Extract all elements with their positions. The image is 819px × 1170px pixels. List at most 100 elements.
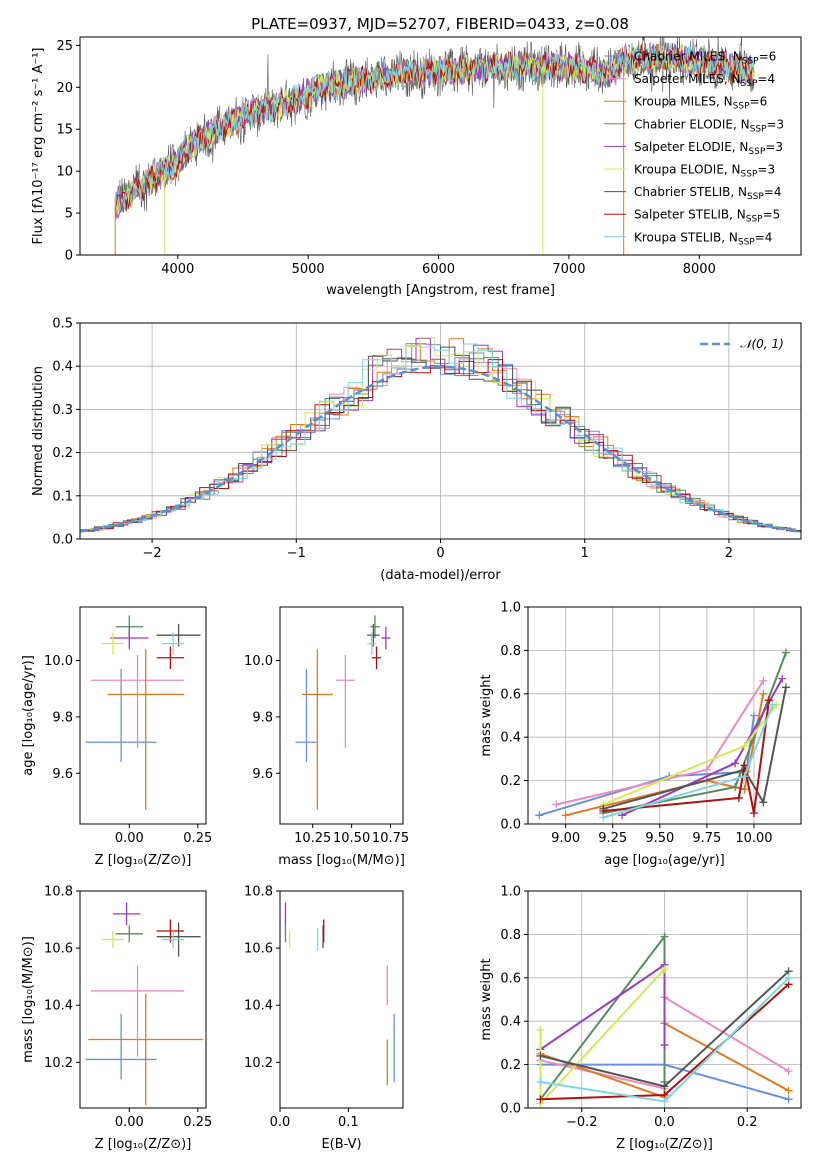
legend-sub: SSP <box>750 124 767 134</box>
x-tick-label: 7000 <box>552 262 585 277</box>
y-tick-label: 15 <box>56 123 73 138</box>
legend-sub: SSP <box>738 237 755 247</box>
series-marker <box>784 1086 793 1095</box>
x-tick-label: 0.25 <box>183 1115 212 1130</box>
panel-residuals: −2 −1 0 1 2 0.0 0.1 0.2 0.3 0.4 0.5 (data-model)/er… <box>31 317 802 583</box>
x-tick-label: 4000 <box>161 262 194 277</box>
axes-frame <box>79 890 207 1109</box>
plot-area <box>284 902 395 1086</box>
histogram-step <box>84 359 801 532</box>
x-tick-label: 9.00 <box>551 831 580 846</box>
series-marker <box>759 676 768 685</box>
legend-entry: Kroupa STELIB, NSSP=4 <box>634 230 772 247</box>
series-line <box>539 715 755 817</box>
axes-frame <box>79 606 207 825</box>
y-tick-label: 9.8 <box>252 710 273 725</box>
series-marker <box>740 741 749 750</box>
legend-suffix: =6 <box>750 95 768 109</box>
series-line <box>603 687 787 810</box>
series-line <box>603 652 787 815</box>
legend-entry: Chabrier MILES, NSSP=6 <box>634 50 776 67</box>
series-marker <box>768 700 777 709</box>
x-axis-label: E(B-V) <box>321 1137 361 1152</box>
figure-title: PLATE=0937, MJD=52707, FIBERID=0433, z=0… <box>251 15 629 33</box>
legend-label: Kroupa MILES, N <box>634 95 733 109</box>
y-tick-label: 0.5 <box>52 317 73 332</box>
legend-entry: Kroupa MILES, NSSP=6 <box>634 95 767 112</box>
y-tick-label: 0.8 <box>500 928 521 943</box>
x-tick-label: 0.1 <box>338 1115 359 1130</box>
legend-suffix: =4 <box>764 185 782 199</box>
y-tick-label: 25 <box>56 39 73 54</box>
series-marker <box>660 965 669 974</box>
y-tick-label: 0.8 <box>500 644 521 659</box>
legend-sub: SSP <box>742 57 759 67</box>
y-axis-label: mass weight <box>479 958 494 1040</box>
y-tick-label: 10.2 <box>244 1056 273 1071</box>
plot-area <box>85 615 201 810</box>
legend-suffix: =3 <box>765 140 783 154</box>
series-marker <box>781 683 790 692</box>
series-marker <box>536 1077 545 1086</box>
y-tick-label: 0.4 <box>52 360 73 375</box>
y-tick-label: 0 <box>65 249 73 264</box>
series-marker <box>561 811 570 820</box>
y-axis-label: mass weight <box>479 674 494 756</box>
panel-massweight_vs_age: 9.00 9.25 9.50 9.75 10.00 0.0 0.2 0.4 0.6 0.8 1.0 a… <box>479 601 802 868</box>
y-tick-label: 0.4 <box>500 1015 521 1030</box>
y-tick-label: 10.8 <box>44 885 73 900</box>
x-tick-label: 0.0 <box>654 1115 675 1130</box>
legend-sub: SSP <box>733 102 750 112</box>
y-tick-label: 10.8 <box>244 885 273 900</box>
spectrum-line-salpeter_stelib <box>114 44 755 212</box>
panel-massweight_vs_Z: −0.2 0.0 0.2 0.0 0.2 0.4 0.6 0.8 1.0 Z [log₁₀(Z/Z… <box>479 885 802 1152</box>
legend-entry: Chabrier STELIB, NSSP=4 <box>634 185 782 202</box>
plot-area <box>114 37 755 255</box>
y-tick-label: 0.3 <box>52 403 73 418</box>
panel-age_vs_mass: 10.25 10.50 10.75 9.6 9.8 10.0 mass [log₁₀(M/M… <box>244 606 409 868</box>
panel-mass_vs_Z: 0.00 0.25 10.2 10.4 10.6 10.8 Z [log₁₀(Z/Z⊙)] m… <box>21 885 212 1153</box>
y-tick-label: 0.4 <box>500 731 521 746</box>
y-axis-label: age [log₁₀(age/yr)] <box>21 655 36 776</box>
series-marker <box>759 798 768 807</box>
x-axis-label: Z [log₁₀(Z/Z⊙)] <box>95 1137 192 1152</box>
panel-age_vs_Z: 0.00 0.25 9.6 9.8 10.0 Z [log₁₀(Z/Z⊙)] age [lo… <box>21 606 212 868</box>
series-marker <box>535 811 544 820</box>
x-axis-label: (data-model)/error <box>380 568 501 583</box>
axes-frame <box>79 36 802 256</box>
y-tick-label: 9.8 <box>52 710 73 725</box>
legend-entry: Chabrier ELODIE, NSSP=3 <box>634 117 784 134</box>
series-marker <box>784 1067 793 1076</box>
series-marker <box>784 1095 793 1104</box>
y-axis-label: Normed distribution <box>31 366 46 496</box>
x-axis-label: Z [log₁₀(Z/Z⊙)] <box>616 1137 713 1152</box>
x-tick-label: 10.75 <box>372 831 409 846</box>
series-marker <box>552 800 561 809</box>
histogram-step <box>88 343 801 533</box>
axes-frame <box>279 606 404 825</box>
x-tick-label: 9.25 <box>598 831 627 846</box>
series-marker <box>660 1082 669 1091</box>
legend-suffix: =4 <box>755 230 773 244</box>
x-axis-label: Z [log₁₀(Z/Z⊙)] <box>95 853 192 868</box>
legend-sub: SSP <box>741 170 758 180</box>
y-axis-label: Flux [fλ10⁻¹⁷ erg cm⁻² s⁻¹ A⁻¹] <box>31 48 46 245</box>
legend-sub: SSP <box>741 79 758 89</box>
x-tick-label: 0.0 <box>270 1115 291 1130</box>
plot-area <box>535 648 790 822</box>
y-tick-label: 0.6 <box>500 971 521 986</box>
series-marker <box>731 759 740 768</box>
y-tick-label: 0.0 <box>500 818 521 833</box>
legend-label: Salpeter STELIB, N <box>634 208 746 222</box>
axes-frame <box>279 890 404 1109</box>
plot-area <box>80 337 801 533</box>
y-tick-label: 5 <box>65 207 73 222</box>
legend-label: Chabrier MILES, N <box>634 50 742 64</box>
panel-mass_vs_EBV: 0.0 0.1 10.2 10.4 10.6 10.8 E(B-V) <box>244 885 404 1152</box>
legend-entry: 𝒩(0, 1) <box>740 337 784 351</box>
series-marker <box>660 932 669 941</box>
axes-frame <box>527 606 802 825</box>
legend-suffix: =5 <box>763 208 781 222</box>
series-marker <box>778 674 787 683</box>
